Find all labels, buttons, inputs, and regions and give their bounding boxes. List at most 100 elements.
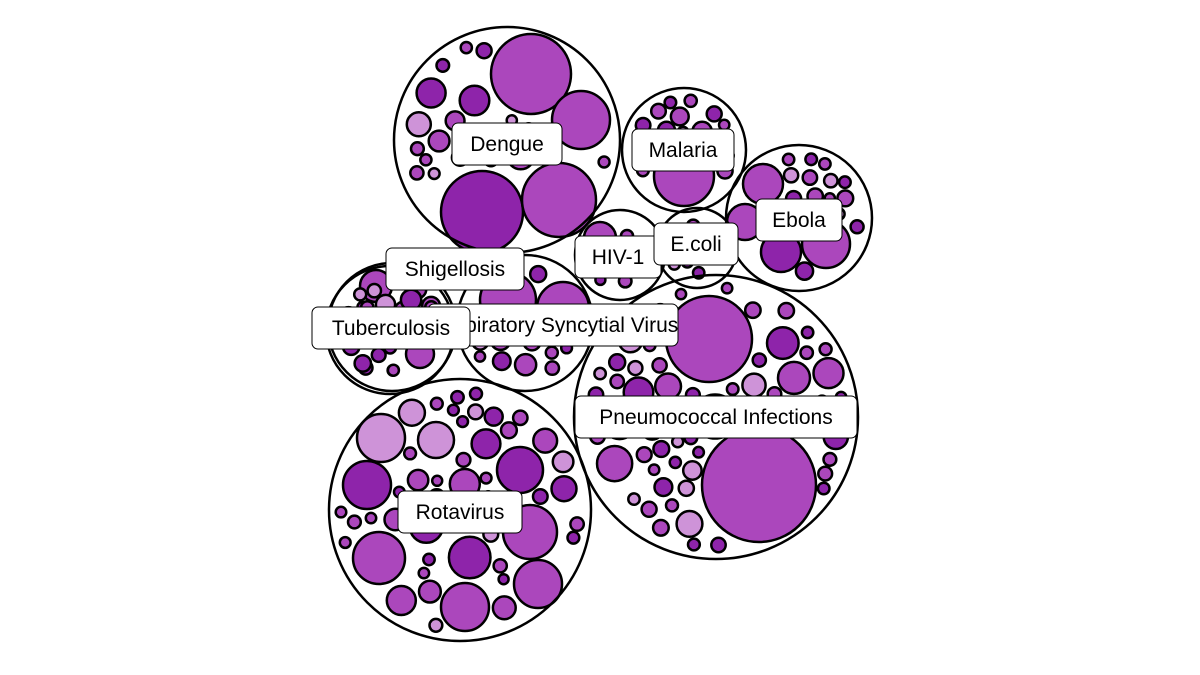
rotavirus-leaf — [499, 421, 519, 440]
rotavirus-leaf — [569, 516, 586, 533]
pneumococcal-infections-leaf — [640, 500, 658, 519]
ebola-leaf — [794, 261, 815, 281]
pneumococcal-infections-leaf — [664, 498, 680, 513]
rotavirus-leaf-major — [495, 445, 545, 495]
group-outline-layer — [324, 25, 874, 643]
pneumococcal-infections-leaf — [686, 537, 702, 552]
pneumococcal-infections-leaf — [818, 342, 833, 357]
rotavirus-leaf — [483, 406, 504, 427]
ebola-group-circle — [724, 143, 874, 293]
rotavirus-leaf — [364, 511, 378, 525]
rotavirus-leaf — [455, 414, 470, 429]
malaria-leaf — [683, 93, 699, 109]
rotavirus-leaf — [455, 451, 472, 469]
rotavirus-leaf — [450, 389, 465, 405]
pneumococcal-infections-leaf — [777, 301, 796, 320]
pneumococcal-infections-leaf — [681, 460, 703, 481]
tuberculosis-label: Tuberculosis — [311, 306, 471, 350]
malaria-leaf — [705, 105, 723, 123]
rotavirus-leaf — [479, 471, 493, 485]
dengue-leaf — [427, 166, 441, 181]
rotavirus-leaf-major — [355, 412, 407, 464]
pneumococcal-infections-leaf — [692, 445, 706, 459]
pneumococcal-infections-leaf — [627, 359, 644, 377]
respiratory-syncytial-virus-leaf — [544, 345, 560, 360]
rotavirus-leaf — [466, 403, 485, 421]
malaria-label-box — [631, 128, 735, 172]
pneumococcal-infections-leaf — [647, 463, 661, 477]
pneumococcal-infections-leaf — [595, 444, 634, 483]
tuberculosis-label-box — [311, 306, 471, 350]
pneumococcal-infections-leaf — [812, 356, 845, 390]
dengue-leaf — [405, 111, 433, 138]
pneumococcal-infections-leaf-major — [664, 294, 754, 384]
pneumococcal-infections-leaf — [627, 492, 641, 507]
pneumococcal-infections-label: Pneumococcal Infections — [574, 395, 858, 439]
respiratory-syncytial-virus-label-text: Respiratory Syncytial Virus — [428, 314, 679, 337]
pneumococcal-infections-leaf — [609, 373, 626, 390]
dengue-leaf — [475, 41, 493, 60]
rotavirus-leaf — [492, 557, 509, 574]
dengue-leaf — [409, 165, 425, 181]
rotavirus-leaf — [406, 468, 430, 492]
rotavirus-leaf — [385, 584, 418, 617]
rotavirus-leaf — [422, 552, 436, 567]
pneumococcal-infections-leaf — [710, 536, 727, 554]
ebola-label: Ebola — [755, 198, 843, 242]
shigellosis-label-box — [385, 247, 525, 291]
pneumococcal-infections-leaf — [751, 352, 768, 368]
pneumococcal-infections-leaf — [607, 353, 627, 372]
rotavirus-leaf — [402, 446, 418, 461]
pneumococcal-infections-leaf — [800, 325, 815, 340]
pneumococcal-infections-leaf — [653, 372, 683, 401]
pneumococcal-infections-leaf — [651, 357, 668, 374]
dengue-leaf-major — [489, 32, 573, 116]
rotavirus-leaf — [497, 572, 510, 586]
dengue-label: Dengue — [451, 122, 563, 166]
tuberculosis-leaf — [386, 363, 401, 377]
hiv-1-label-text: HIV-1 — [592, 246, 645, 269]
rotavirus-leaf — [491, 595, 517, 621]
rotavirus-leaf-major — [341, 459, 393, 511]
respiratory-syncytial-virus-label: Respiratory Syncytial Virus — [427, 303, 679, 347]
rotavirus-leaf — [417, 579, 443, 604]
tuberculosis-leaf — [370, 346, 387, 364]
pneumococcal-infections-leaf — [675, 509, 704, 539]
rotavirus-leaf — [446, 403, 461, 417]
pneumococcal-infections-leaf — [668, 455, 683, 470]
rotavirus-label-box — [397, 490, 523, 534]
e-coli-label-box — [653, 222, 739, 266]
dengue-label-text: Dengue — [470, 133, 544, 156]
pneumococcal-infections-leaf — [799, 345, 815, 361]
pneumococcal-infections-leaf — [822, 451, 838, 468]
pneumococcal-infections-leaf — [652, 439, 671, 459]
ebola-leaf — [849, 219, 865, 235]
malaria-leaf — [663, 95, 678, 110]
rotavirus-leaf — [447, 535, 492, 580]
e-coli-label-text: E.coli — [670, 233, 721, 256]
ebola-leaf — [781, 152, 796, 167]
dengue-leaf — [459, 40, 474, 55]
dengue-leaf — [419, 152, 433, 167]
rotavirus-leaf — [566, 530, 581, 545]
malaria-label: Malaria — [631, 128, 735, 172]
respiratory-syncytial-virus-leaf — [544, 360, 561, 377]
pneumococcal-infections-label-text: Pneumococcal Infections — [599, 406, 832, 429]
malaria-leaf — [649, 102, 668, 120]
rotavirus-label: Rotavirus — [397, 490, 523, 534]
ebola-leaf-major — [741, 162, 785, 206]
shigellosis-label: Shigellosis — [385, 247, 525, 291]
pneumococcal-infections-leaf — [776, 360, 812, 396]
pneumococcal-infections-leaf — [725, 382, 740, 397]
rotavirus-leaf-major — [439, 581, 491, 633]
ebola-label-box — [755, 198, 843, 242]
pneumococcal-infections-leaf — [720, 281, 734, 295]
rotavirus-leaf-major — [416, 420, 456, 460]
pneumococcal-infections-label-box — [574, 395, 858, 439]
malaria-group-circle — [620, 86, 748, 214]
hiv-1-label: HIV-1 — [574, 235, 662, 279]
pneumococcal-infections-leaf — [816, 481, 831, 496]
rotavirus-group-circle — [327, 377, 593, 643]
dengue-leaf-major — [550, 89, 612, 151]
dengue-leaf — [597, 155, 611, 169]
